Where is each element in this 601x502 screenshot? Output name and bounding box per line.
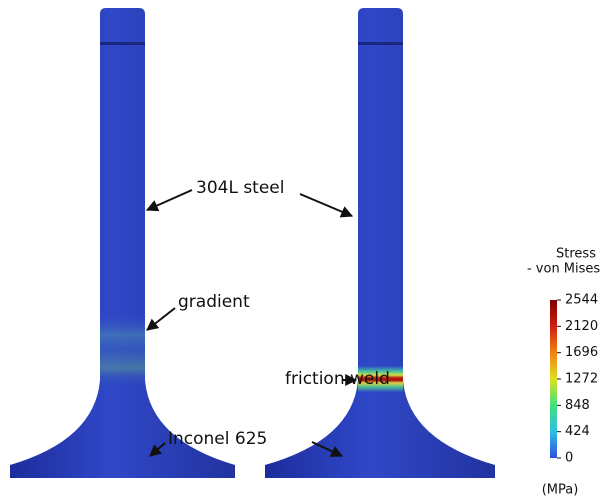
colorbar-ticks: 2544 2120 1696 1272 848 424 0 xyxy=(557,293,598,466)
label-inconel: Inconel 625 xyxy=(168,429,267,449)
valve-right xyxy=(265,8,495,478)
label-gradient: gradient xyxy=(178,292,250,312)
figure: 304L steel gradient friction weld Incone… xyxy=(0,0,601,502)
valve-left xyxy=(10,8,235,478)
label-steel: 304L steel xyxy=(196,178,285,198)
colorbar-subtitle: - von Mises - xyxy=(527,262,601,277)
colorbar-unit: (MPa) xyxy=(542,483,579,498)
tick-label: 0 xyxy=(565,451,573,466)
arrow xyxy=(300,194,352,216)
tick-label: 1272 xyxy=(565,372,598,387)
colorbar xyxy=(550,300,557,458)
label-weld: friction weld xyxy=(285,369,390,389)
colorbar-title: Stress xyxy=(556,247,596,262)
tick-label: 1696 xyxy=(565,345,598,360)
tick-label: 2120 xyxy=(565,319,598,334)
arrow xyxy=(147,308,175,330)
tick-label: 2544 xyxy=(565,293,598,308)
tick-label: 424 xyxy=(565,424,590,439)
tick-label: 848 xyxy=(565,398,590,413)
arrow xyxy=(147,190,192,210)
